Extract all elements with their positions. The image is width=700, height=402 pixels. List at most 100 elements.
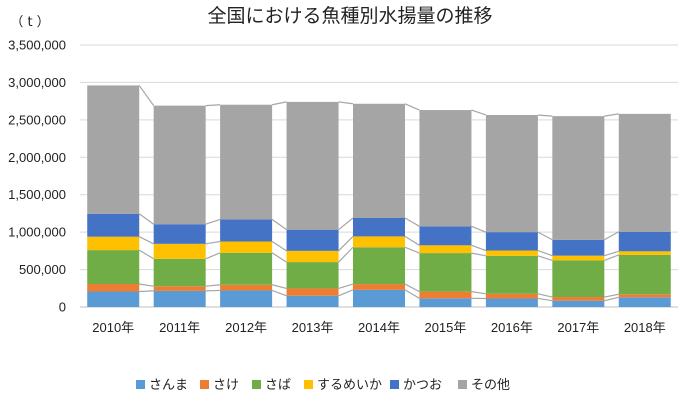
connector-line [537, 297, 553, 302]
bar-stack [87, 85, 140, 307]
bar-segment [485, 298, 538, 307]
connector-line [205, 218, 221, 225]
bar-segment [153, 286, 206, 291]
bar-segment [286, 229, 339, 251]
bar-stack [618, 113, 671, 307]
y-axis-tick-labels: 0 500,000 1,000,000 1,500,000 2,000,000 2,500… [8, 38, 66, 315]
bar-segment [552, 300, 605, 307]
connector-line [338, 289, 354, 297]
legend-swatch [252, 380, 261, 389]
bar-segment [552, 260, 605, 298]
bar-segment [286, 101, 339, 230]
bar-segment [153, 258, 206, 287]
bar-stack [153, 105, 206, 307]
connector-line [139, 290, 154, 293]
bar-segment [87, 291, 140, 307]
bar-stack [552, 116, 605, 307]
connector-line [138, 249, 154, 260]
connector-line [205, 104, 221, 107]
connector-line [271, 284, 287, 290]
legend-swatch [458, 380, 467, 389]
connector-line [205, 284, 221, 287]
connector-line [604, 296, 619, 302]
connector-line [338, 246, 354, 263]
bar-stack [485, 114, 538, 307]
connector-line [537, 249, 553, 257]
bar-segment [353, 217, 405, 237]
bar-stack [419, 110, 472, 307]
bar-segment [220, 290, 273, 307]
connector-line [604, 113, 619, 117]
legend-swatch [390, 380, 399, 389]
bar-segment [552, 297, 605, 301]
y-axis-unit-label: （ t ） [10, 15, 49, 30]
bar-segment [220, 284, 273, 291]
connector-line [139, 283, 154, 287]
connector-line [471, 244, 487, 252]
legend-item: さんま [136, 378, 188, 393]
connector-line [271, 218, 287, 231]
bar-segment [353, 247, 405, 285]
bar-segment [153, 105, 206, 225]
connector-line [205, 240, 221, 245]
bar-segment [419, 253, 472, 292]
connector-line [404, 246, 420, 254]
legend-item: その他 [458, 378, 510, 393]
y-tick-label: 0 [59, 300, 66, 315]
legend-label: その他 [471, 378, 510, 393]
bar-segment [220, 241, 273, 253]
y-tick-label: 3,500,000 [8, 38, 66, 53]
connector-line [205, 252, 221, 260]
x-tick-label: 2011年 [159, 320, 200, 335]
bar-segment [552, 239, 605, 256]
bar-segment [353, 284, 405, 290]
legend-item: するめいか [304, 378, 382, 393]
bar-segment [220, 219, 273, 242]
connector-line [537, 255, 553, 262]
bar-segment [87, 284, 140, 292]
bar-segment [286, 262, 339, 289]
bar-segment [87, 85, 140, 214]
x-tick-label: 2010年 [92, 320, 134, 335]
bar-segment [153, 243, 206, 259]
bar-segment [618, 294, 671, 298]
bar-segment [153, 290, 206, 307]
connector-line [537, 231, 553, 241]
bar-segment [419, 226, 472, 246]
bar-segment [485, 250, 538, 256]
connector-line [271, 252, 287, 263]
connector-line [338, 235, 354, 252]
legend-label: さんま [149, 378, 188, 393]
bar-segment [618, 231, 671, 252]
connector-line [537, 293, 553, 298]
bar-segment [485, 232, 538, 251]
x-tick-label: 2017年 [557, 320, 599, 335]
bar-segment [353, 103, 405, 218]
connector-line [338, 217, 354, 231]
bar-segment [353, 236, 405, 248]
bar-segment [618, 251, 671, 255]
connector-line [338, 101, 354, 105]
legend-label: かつお [403, 378, 442, 393]
bar-segment [419, 298, 472, 307]
bar-segment [286, 288, 339, 296]
connector-line [138, 236, 154, 245]
bar-segment [286, 250, 339, 263]
bar-segment [153, 224, 206, 244]
x-tick-label: 2018年 [624, 320, 666, 335]
bar-segment [419, 245, 472, 254]
legend-swatch [136, 380, 145, 389]
legend-item: さば [252, 378, 291, 393]
bar-stack [353, 103, 405, 307]
bar-segment [618, 113, 671, 232]
connector-line [604, 231, 620, 241]
connector-line [271, 101, 287, 106]
connector-line [404, 289, 420, 299]
bar-segment [286, 295, 339, 307]
x-tick-label: 2014年 [358, 320, 400, 335]
connector-line [604, 250, 619, 257]
x-tick-label: 2013年 [292, 320, 334, 335]
legend-swatch [304, 380, 313, 389]
bar-segment [220, 104, 273, 220]
